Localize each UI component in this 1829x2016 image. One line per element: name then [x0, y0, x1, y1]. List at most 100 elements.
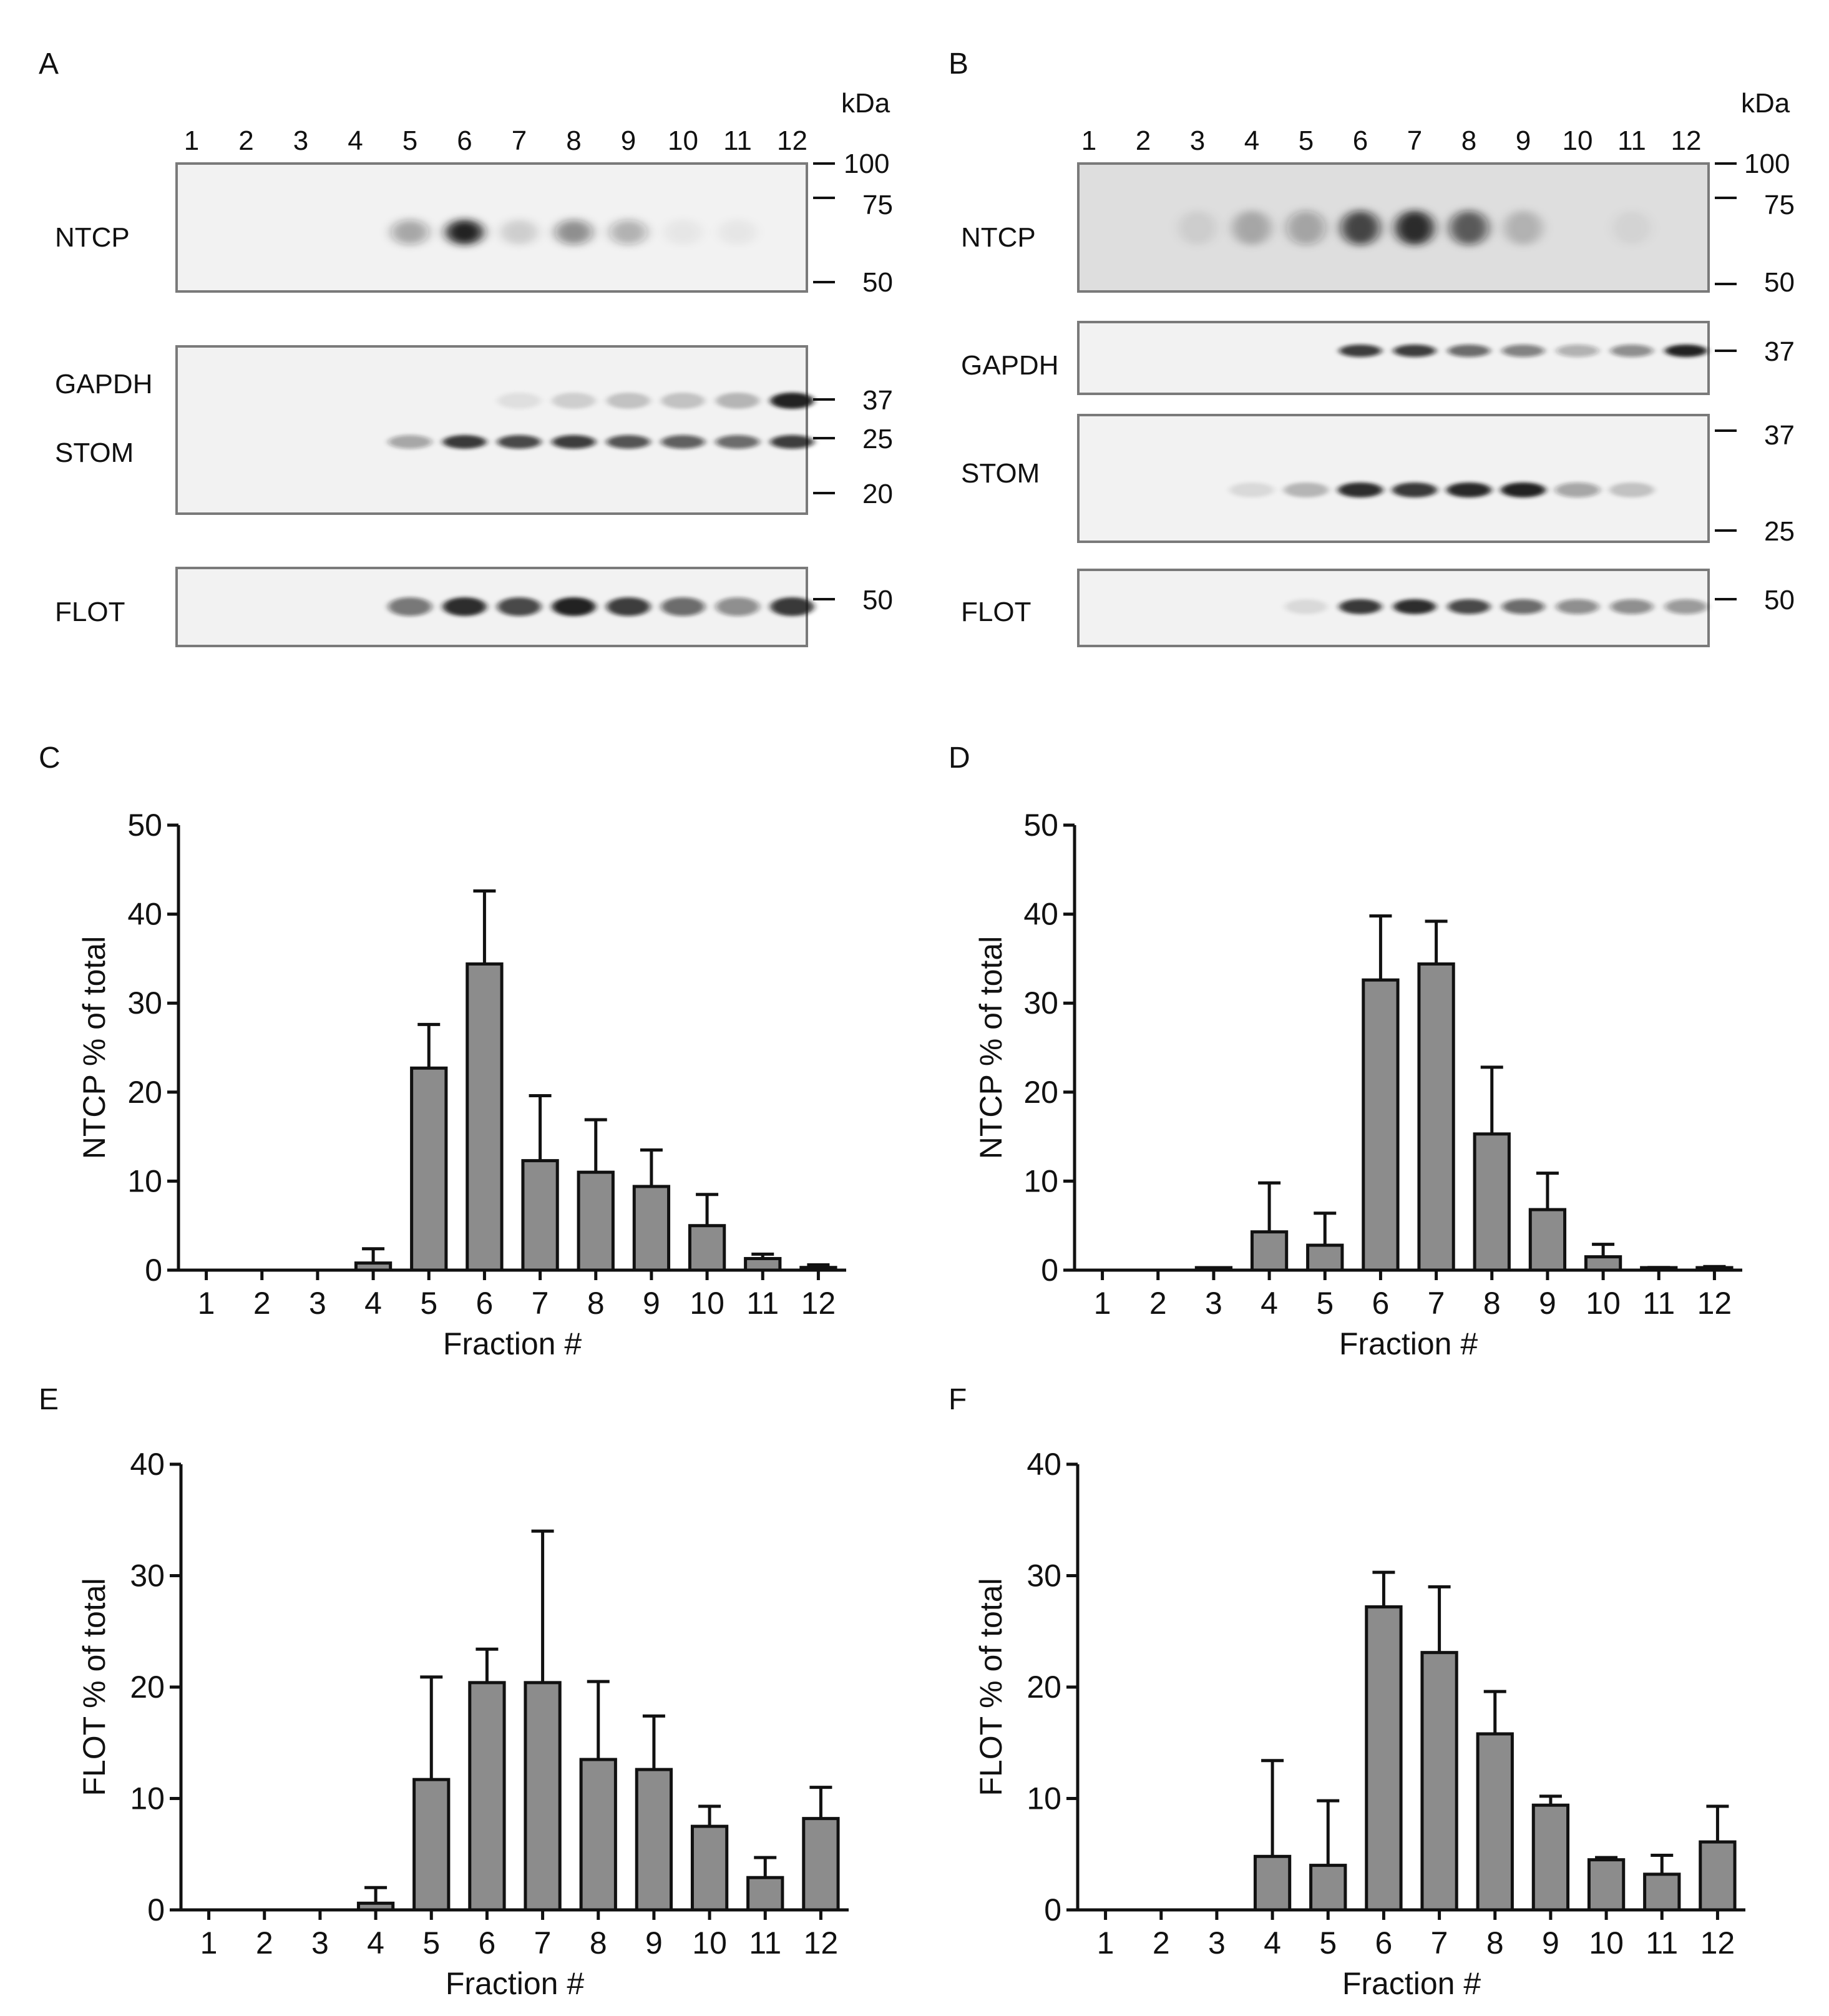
marker-label: 75 — [862, 190, 893, 220]
blot-band — [716, 435, 759, 449]
bar — [1587, 1858, 1626, 1912]
blot-a-flot-markers: 50 — [813, 585, 893, 615]
bar — [744, 1256, 782, 1272]
marker-label: 100 — [1744, 149, 1790, 179]
bar — [1473, 1132, 1511, 1272]
x-tick-label: 4 — [1261, 1286, 1278, 1321]
lane-label: 5 — [1299, 125, 1314, 156]
marker-label: 50 — [1764, 585, 1795, 615]
lane-label: 9 — [621, 125, 636, 156]
marker-label: 50 — [862, 267, 893, 298]
marker-label: 50 — [862, 585, 893, 615]
bar — [1584, 1255, 1622, 1272]
y-tick-label: 30 — [130, 1558, 165, 1593]
blot-b-stom-markers: 37 25 — [1715, 420, 1795, 547]
blot-b-stom-label: STOM — [961, 458, 1040, 489]
lane-label: 4 — [348, 125, 363, 156]
y-tick-label: 0 — [145, 1253, 162, 1288]
y-tick-label: 20 — [1023, 1075, 1058, 1110]
x-axis-label: Fraction # — [446, 1966, 585, 2001]
blot-band — [497, 597, 541, 616]
blot-band — [1448, 599, 1490, 614]
blot-band — [1287, 210, 1325, 245]
y-tick-label: 0 — [1041, 1253, 1058, 1288]
blot-band — [716, 597, 759, 616]
bar — [1528, 1208, 1567, 1272]
blot-b-gapdh-label: GAPDH — [961, 350, 1058, 381]
blot-a-stom-label: STOM — [55, 438, 134, 468]
x-tick-label: 8 — [1483, 1286, 1501, 1321]
y-tick-label: 10 — [127, 1163, 162, 1198]
blot-band — [1232, 210, 1271, 245]
panel-b-kda: kDa — [1741, 88, 1790, 119]
x-tick-label: 4 — [1264, 1925, 1281, 1960]
bar — [1306, 1243, 1344, 1272]
x-tick-label: 11 — [1646, 1925, 1678, 1960]
x-tick-label: 5 — [420, 1286, 437, 1321]
panel-e-letter: E — [39, 1383, 59, 1416]
lane-label: 1 — [1081, 125, 1096, 156]
y-tick-label: 10 — [130, 1781, 165, 1816]
y-tick-label: 10 — [1023, 1163, 1058, 1198]
blot-a-ntcp-label: NTCP — [55, 222, 130, 253]
y-axis-label: NTCP % of total — [77, 936, 112, 1160]
marker-label: 37 — [1764, 420, 1795, 451]
x-tick-label: 7 — [1428, 1286, 1445, 1321]
bar — [1253, 1854, 1292, 1912]
x-tick-label: 5 — [422, 1925, 440, 1960]
blot-band — [716, 393, 759, 409]
blot-a-gapdh-label: GAPDH — [55, 369, 152, 399]
x-tick-label: 6 — [479, 1925, 496, 1960]
lane-label: 10 — [668, 125, 698, 156]
bar — [1695, 1266, 1734, 1272]
blot-band — [770, 435, 814, 449]
x-tick-label: 10 — [1589, 1925, 1624, 1960]
bar — [410, 1066, 448, 1272]
blot-b-flot-markers: 50 — [1715, 585, 1795, 615]
blot-b-ntcp-bands — [1178, 210, 1651, 245]
x-tick-label: 12 — [804, 1925, 839, 1960]
blot-band — [1448, 345, 1490, 357]
x-tick-label: 12 — [801, 1286, 836, 1321]
blot-b-gapdh-markers: 37 — [1715, 336, 1795, 367]
y-axis-label: FLOT % of total — [77, 1578, 112, 1796]
bar — [466, 962, 504, 1272]
lane-label: 11 — [723, 125, 752, 156]
bar — [1476, 1732, 1514, 1912]
blot-band — [388, 435, 432, 449]
lane-label: 4 — [1244, 125, 1259, 156]
blot-band — [607, 435, 650, 449]
marker-label: 50 — [1764, 267, 1795, 298]
lane-label: 7 — [1407, 125, 1422, 156]
blot-b-flot — [1077, 569, 1710, 647]
blot-band — [442, 435, 487, 449]
bar — [577, 1170, 615, 1272]
lane-label: 12 — [1671, 125, 1702, 156]
blot-band — [500, 220, 538, 245]
y-tick-label: 20 — [1027, 1670, 1061, 1705]
blot-band — [1178, 210, 1217, 245]
x-tick-label: 9 — [1542, 1925, 1559, 1960]
x-tick-label: 6 — [1375, 1925, 1393, 1960]
bar — [1531, 1803, 1570, 1912]
lane-label: 3 — [1190, 125, 1205, 156]
y-tick-label: 50 — [127, 808, 162, 843]
x-tick-label: 8 — [590, 1925, 607, 1960]
bar — [690, 1824, 729, 1912]
blot-band — [1612, 210, 1651, 245]
x-tick-label: 9 — [645, 1925, 663, 1960]
blot-band — [661, 435, 705, 449]
panel-a: A kDa 1 2 3 4 5 6 7 8 9 10 11 12 NTCP 100 75 50 GAP… — [39, 47, 893, 647]
bar — [524, 1681, 562, 1912]
x-tick-label: 10 — [690, 1286, 724, 1321]
x-tick-label: 4 — [364, 1286, 382, 1321]
x-tick-label: 11 — [746, 1286, 779, 1321]
bar — [635, 1768, 673, 1912]
blot-band — [607, 597, 650, 616]
x-tick-label: 5 — [1316, 1286, 1334, 1321]
y-tick-label: 0 — [1044, 1892, 1061, 1927]
x-tick-label: 12 — [1697, 1286, 1732, 1321]
